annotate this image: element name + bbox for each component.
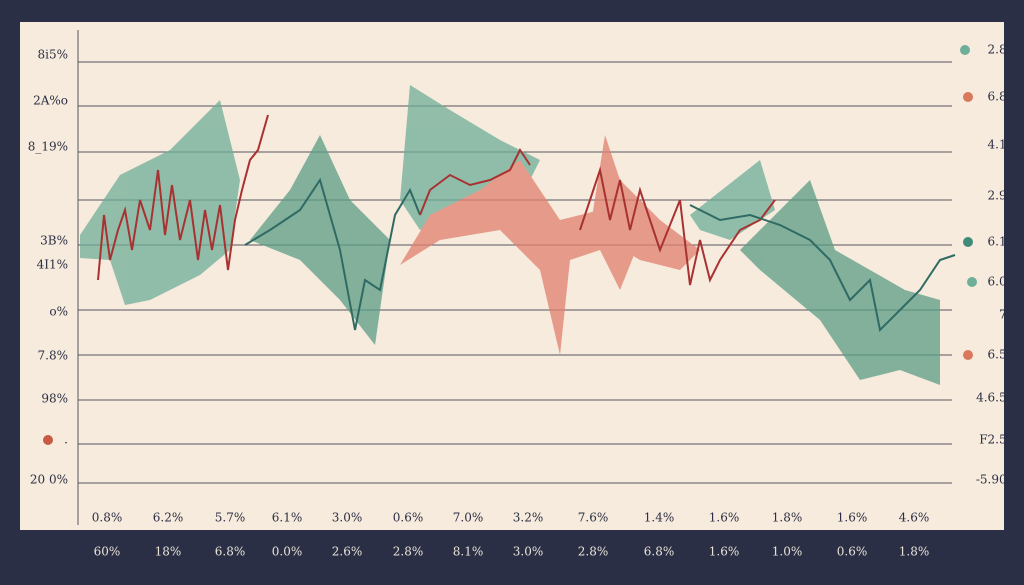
x-label-bottom: 8.1% <box>453 545 484 559</box>
right-label: 6.5% <box>988 348 1019 362</box>
right-label: -5.90% <box>976 473 1018 487</box>
x-tick-label: 6.2% <box>153 511 184 525</box>
right-label: 4.1% <box>988 138 1019 152</box>
right-label: 2.8% <box>988 43 1019 57</box>
x-label-bottom: 1.6% <box>709 545 740 559</box>
y-tick-label: 8i5% <box>37 48 68 62</box>
right-label: 2.9% <box>988 189 1019 203</box>
x-tick-label: 0.6% <box>393 511 424 525</box>
lines <box>97 114 956 333</box>
x-label-bottom: 1.0% <box>772 545 803 559</box>
right-label: F2.5% <box>979 433 1018 447</box>
x-label-bottom: 6.8% <box>215 545 246 559</box>
x-label-bottom: 6.8% <box>644 545 675 559</box>
x-label-bottom: 2.8% <box>393 545 424 559</box>
x-label-bottom: 0.0% <box>272 545 303 559</box>
x-label-bottom: 0.6% <box>837 545 868 559</box>
x-tick-label: 6.1% <box>272 511 303 525</box>
y-tick-label: 8_19% <box>28 140 68 154</box>
x-tick-label: 1.4% <box>644 511 675 525</box>
y-tick-label: o% <box>49 305 68 319</box>
x-label-bottom: 3.0% <box>513 545 544 559</box>
x-label-bottom: 2.8% <box>578 545 609 559</box>
x-tick-label: 3.2% <box>513 511 544 525</box>
x-tick-label: 1.6% <box>709 511 740 525</box>
x-label-bottom: 18% <box>155 545 182 559</box>
y-tick-label: . <box>64 433 68 447</box>
x-tick-label: 1.8% <box>772 511 803 525</box>
y-tick-label: 20 0% <box>30 473 68 487</box>
x-tick-label: 4.6% <box>899 511 930 525</box>
y-tick-label: 7.8% <box>38 349 69 363</box>
y-tick-label: 2A%o <box>33 94 68 108</box>
areas <box>80 85 940 385</box>
x-tick-label: 7.6% <box>578 511 609 525</box>
right-label: 4.6.5% <box>976 391 1018 405</box>
x-label-bottom: 60% <box>94 545 121 559</box>
x-label-bottom: 2.6% <box>332 545 363 559</box>
y-tick-label: 3B% <box>40 234 68 248</box>
x-tick-label: 1.6% <box>837 511 868 525</box>
y-tick-label: 4I1% <box>37 258 68 272</box>
x-label-bottom: 1.8% <box>899 545 930 559</box>
y-tick-label: 98% <box>41 392 68 406</box>
x-tick-label: 5.7% <box>215 511 246 525</box>
x-tick-label: 3.0% <box>332 511 363 525</box>
right-label: 6.1% <box>988 235 1019 249</box>
x-tick-label: 0.8% <box>92 511 123 525</box>
right-label: 6.8% <box>988 90 1019 104</box>
right-label: 7% <box>999 308 1018 322</box>
right-label: 6.0% <box>988 275 1019 289</box>
x-tick-label: 7.0% <box>453 511 484 525</box>
legend-dots <box>43 45 977 445</box>
